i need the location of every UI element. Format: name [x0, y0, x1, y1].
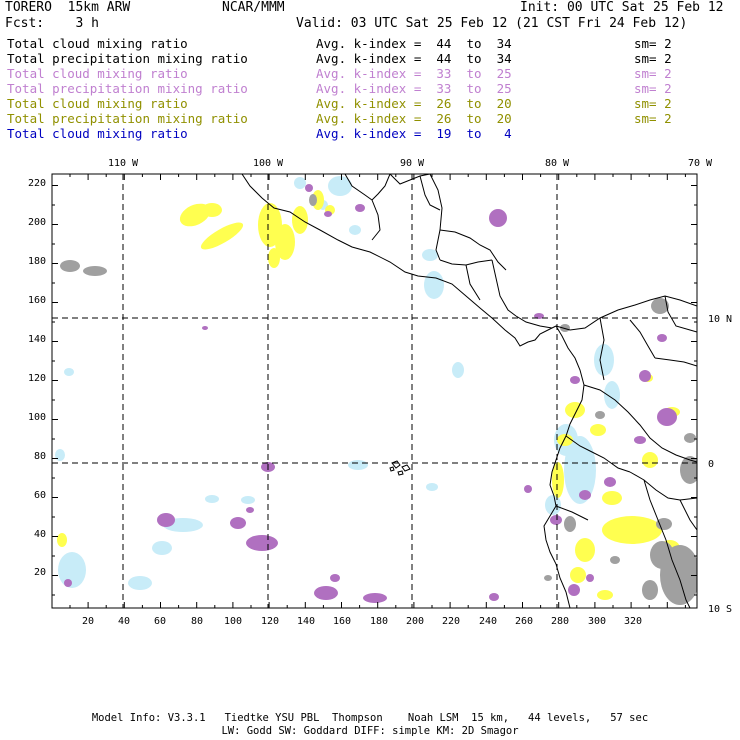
y-tick-label: 180	[28, 256, 46, 267]
legend-label: Total cloud mixing ratio	[7, 36, 188, 51]
legend-smoothing: sm= 2	[634, 81, 672, 96]
legend-smoothing: sm= 2	[634, 111, 672, 126]
x-tick-label: 220	[442, 616, 460, 627]
x-tick-label: 80	[191, 616, 203, 627]
legend-row: Total cloud mixing ratio Avg. k-index = …	[7, 36, 672, 51]
y-tick-label: 80	[34, 451, 46, 462]
valid-time: Valid: 03 UTC Sat 25 Feb 12 (21 CST Fri …	[296, 16, 688, 31]
lon-label: 80 W	[545, 158, 570, 169]
legend-kindex: Avg. k-index = 33 to 25	[316, 66, 512, 81]
lat-lon-grid	[52, 174, 697, 608]
latitude-labels: 10 N 0 10 S	[708, 314, 732, 615]
x-tick-labels: 20 40 60 80 100 120 140 160 180 200 220 …	[82, 616, 642, 627]
legend-smoothing: sm= 2	[634, 66, 672, 81]
x-tick-label: 120	[261, 616, 279, 627]
shaded-fields	[55, 176, 697, 605]
legend-kindex: Avg. k-index = 33 to 25	[316, 81, 512, 96]
x-tick-label: 180	[370, 616, 388, 627]
x-tick-label: 40	[118, 616, 130, 627]
legend-row: Total cloud mixing ratio Avg. k-index = …	[7, 126, 512, 141]
model-title: TORERO 15km ARW	[5, 0, 131, 15]
lon-label: 70 W	[688, 158, 713, 169]
lat-label: 0	[708, 459, 714, 470]
yellow-cloud-areas	[57, 190, 680, 600]
y-tick-label: 60	[34, 490, 46, 501]
legend-label: Total precipitation mixing ratio	[7, 51, 248, 66]
x-tick-label: 140	[297, 616, 315, 627]
map-frame	[51, 173, 698, 609]
lat-label: 10 S	[708, 604, 732, 615]
physics-info-line: LW: Godd SW: Goddard DIFF: simple KM: 2D…	[221, 725, 519, 737]
y-tick-label: 220	[28, 178, 46, 189]
purple-cloud-areas	[64, 184, 677, 603]
forecast-hour: Fcst: 3 h	[5, 16, 99, 31]
legend-row: Total precipitation mixing ratio Avg. k-…	[7, 51, 672, 66]
y-tick-label: 120	[28, 373, 46, 384]
legend-label: Total precipitation mixing ratio	[7, 111, 248, 126]
x-tick-label: 280	[551, 616, 569, 627]
coastlines	[241, 174, 697, 608]
legend-kindex: Avg. k-index = 19 to 4	[316, 126, 512, 141]
y-tick-labels: 20 40 60 80 100 120 140 160 180 200 220	[28, 178, 46, 578]
legend-smoothing: sm= 2	[634, 36, 672, 51]
y-tick-label: 200	[28, 217, 46, 228]
x-tick-label: 240	[479, 616, 497, 627]
lat-label: 10 N	[708, 314, 732, 325]
legend-label: Total cloud mixing ratio	[7, 66, 188, 81]
y-tick-label: 160	[28, 295, 46, 306]
x-tick-label: 60	[154, 616, 166, 627]
frame-ticks	[52, 174, 697, 608]
organization: NCAR/MMM	[222, 0, 285, 15]
longitude-labels: 110 W 100 W 90 W 80 W 70 W	[108, 158, 713, 169]
lon-label: 90 W	[400, 158, 425, 169]
legend-row: Total precipitation mixing ratio Avg. k-…	[7, 111, 672, 126]
legend-label: Total precipitation mixing ratio	[7, 81, 248, 96]
legend-row: Total cloud mixing ratio Avg. k-index = …	[7, 96, 672, 111]
lon-label: 110 W	[108, 158, 139, 169]
x-tick-label: 320	[624, 616, 642, 627]
y-tick-label: 40	[34, 529, 46, 540]
y-tick-label: 140	[28, 334, 46, 345]
y-tick-label: 100	[28, 412, 46, 423]
legend-smoothing: sm= 2	[634, 96, 672, 111]
x-tick-label: 260	[515, 616, 533, 627]
y-tick-label: 20	[34, 567, 46, 578]
legend-row: Total precipitation mixing ratio Avg. k-…	[7, 81, 672, 96]
lon-label: 100 W	[253, 158, 284, 169]
legend-label: Total cloud mixing ratio	[7, 96, 188, 111]
x-tick-label: 300	[588, 616, 606, 627]
init-time: Init: 00 UTC Sat 25 Feb 12	[520, 0, 724, 15]
legend-kindex: Avg. k-index = 26 to 20	[316, 96, 512, 111]
legend-smoothing: sm= 2	[634, 51, 672, 66]
legend-label: Total cloud mixing ratio	[7, 126, 188, 141]
legend-kindex: Avg. k-index = 26 to 20	[316, 111, 512, 126]
model-info-line: Model Info: V3.3.1 Tiedtke YSU PBL Thomp…	[91, 712, 649, 724]
legend-row: Total cloud mixing ratio Avg. k-index = …	[7, 66, 672, 81]
legend-kindex: Avg. k-index = 44 to 34	[316, 51, 512, 66]
x-tick-label: 100	[224, 616, 242, 627]
x-tick-label: 200	[406, 616, 424, 627]
legend-kindex: Avg. k-index = 44 to 34	[316, 36, 512, 51]
x-tick-label: 160	[333, 616, 351, 627]
x-tick-label: 20	[82, 616, 94, 627]
light-blue-cloud-areas	[55, 176, 620, 590]
